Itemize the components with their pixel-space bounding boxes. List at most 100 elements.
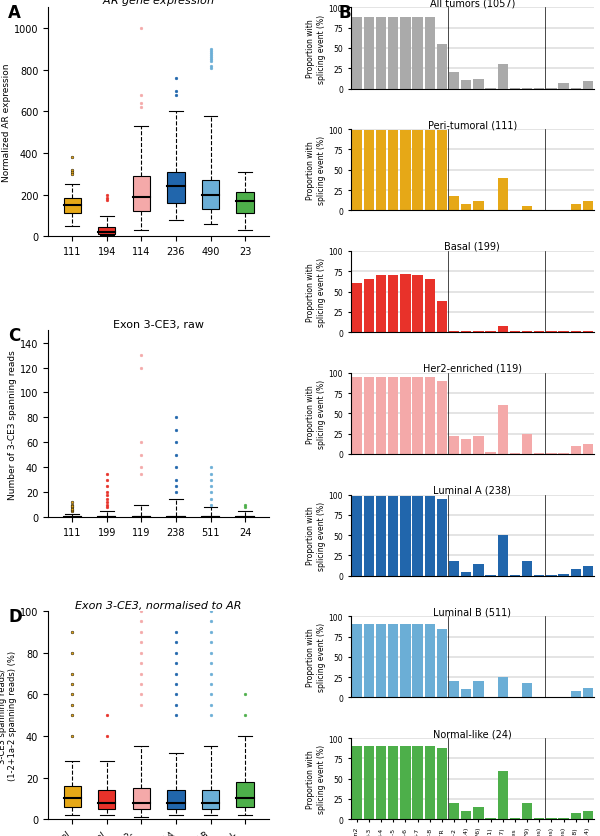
- Bar: [583, 82, 593, 89]
- Bar: [461, 205, 472, 212]
- Y-axis label: Proportion with
splicing event (%): Proportion with splicing event (%): [306, 257, 326, 327]
- Bar: [236, 192, 254, 214]
- Bar: [497, 405, 508, 455]
- Bar: [98, 227, 115, 235]
- Bar: [133, 176, 150, 212]
- Text: D: D: [8, 607, 22, 625]
- Title: Exon 3-CE3, raw: Exon 3-CE3, raw: [113, 320, 204, 330]
- Bar: [583, 811, 593, 819]
- Bar: [425, 280, 435, 333]
- Bar: [376, 747, 386, 819]
- Bar: [437, 748, 447, 819]
- Bar: [473, 79, 484, 89]
- Bar: [473, 681, 484, 697]
- Bar: [449, 74, 459, 89]
- Bar: [559, 84, 569, 89]
- Y-axis label: Proportion with
splicing event (%): Proportion with splicing event (%): [306, 380, 326, 448]
- Bar: [400, 130, 410, 212]
- Bar: [522, 562, 532, 576]
- Bar: [376, 377, 386, 455]
- Bar: [449, 331, 459, 333]
- Bar: [461, 690, 472, 697]
- Bar: [571, 205, 581, 212]
- Y-axis label: Number of 3-CE3 spanning reads: Number of 3-CE3 spanning reads: [8, 349, 17, 499]
- Bar: [497, 677, 508, 697]
- Bar: [473, 436, 484, 455]
- Bar: [473, 563, 484, 576]
- Bar: [376, 130, 386, 212]
- Bar: [571, 569, 581, 576]
- Bar: [400, 497, 410, 576]
- Bar: [461, 440, 472, 455]
- Bar: [473, 331, 484, 333]
- Bar: [412, 377, 423, 455]
- Bar: [352, 284, 362, 333]
- Bar: [522, 683, 532, 697]
- Bar: [425, 624, 435, 697]
- Bar: [376, 497, 386, 576]
- Bar: [571, 446, 581, 455]
- Bar: [425, 497, 435, 576]
- Bar: [571, 813, 581, 819]
- Bar: [364, 130, 374, 212]
- Bar: [202, 790, 219, 809]
- Bar: [583, 566, 593, 576]
- Bar: [425, 747, 435, 819]
- Bar: [64, 786, 81, 807]
- Bar: [485, 453, 496, 455]
- Bar: [400, 747, 410, 819]
- Bar: [497, 771, 508, 819]
- Bar: [449, 196, 459, 212]
- Bar: [167, 790, 185, 809]
- Bar: [376, 624, 386, 697]
- Bar: [425, 18, 435, 89]
- Bar: [571, 691, 581, 697]
- Bar: [425, 130, 435, 212]
- Bar: [559, 574, 569, 576]
- Y-axis label: Proportion with
splicing event (%): Proportion with splicing event (%): [306, 744, 326, 813]
- Bar: [388, 18, 398, 89]
- Bar: [364, 18, 374, 89]
- Title: Peri-tumoral (111): Peri-tumoral (111): [428, 120, 517, 130]
- Bar: [583, 445, 593, 455]
- Title: $AR$ gene expression: $AR$ gene expression: [103, 0, 215, 8]
- Text: A: A: [8, 4, 21, 22]
- Bar: [388, 497, 398, 576]
- Bar: [400, 274, 410, 333]
- Bar: [400, 377, 410, 455]
- Bar: [388, 624, 398, 697]
- Bar: [133, 788, 150, 809]
- Y-axis label: Proportion with
splicing event (%): Proportion with splicing event (%): [306, 623, 326, 691]
- Bar: [583, 331, 593, 333]
- Bar: [412, 624, 423, 697]
- Y-axis label: Proportion with
splicing event (%): Proportion with splicing event (%): [306, 501, 326, 570]
- Bar: [388, 276, 398, 333]
- Bar: [461, 81, 472, 89]
- Bar: [352, 18, 362, 89]
- Bar: [449, 803, 459, 819]
- Bar: [497, 65, 508, 89]
- Bar: [461, 572, 472, 576]
- Bar: [437, 302, 447, 333]
- Bar: [583, 201, 593, 212]
- Bar: [364, 497, 374, 576]
- Y-axis label: 3-CE3 spanning reads/
(1-2+1a-2 spanning reads) (%): 3-CE3 spanning reads/ (1-2+1a-2 spanning…: [0, 650, 17, 780]
- Bar: [412, 130, 423, 212]
- Bar: [352, 624, 362, 697]
- Bar: [364, 280, 374, 333]
- Bar: [461, 811, 472, 819]
- Bar: [437, 381, 447, 455]
- Bar: [449, 681, 459, 697]
- Bar: [522, 207, 532, 212]
- Bar: [376, 276, 386, 333]
- Bar: [400, 624, 410, 697]
- Text: B: B: [338, 4, 351, 23]
- Bar: [364, 624, 374, 697]
- Bar: [202, 181, 219, 210]
- Bar: [64, 199, 81, 214]
- Bar: [388, 130, 398, 212]
- Bar: [98, 790, 115, 809]
- Title: Exon 3-CE3, normalised to AR: Exon 3-CE3, normalised to AR: [76, 600, 242, 610]
- Bar: [497, 326, 508, 333]
- Bar: [352, 130, 362, 212]
